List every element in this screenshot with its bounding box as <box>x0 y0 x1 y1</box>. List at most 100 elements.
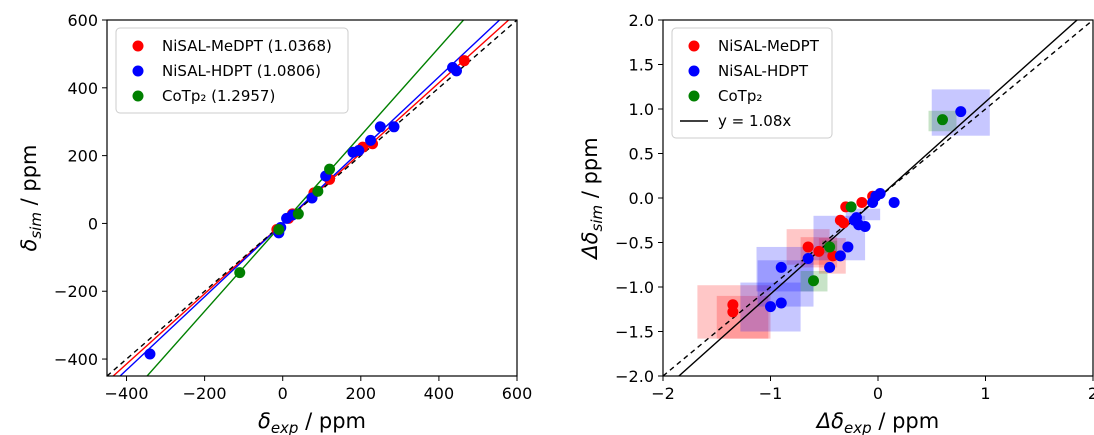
data-point-1-14 <box>888 196 900 208</box>
y-tick-label-7: 1.5 <box>629 56 654 75</box>
x-tick-label-2: 0 <box>278 384 288 403</box>
legend-label-1: NiSAL-HDPT <box>718 62 809 80</box>
x-axis-label-unit: / ppm <box>298 409 366 433</box>
legend-label-0: NiSAL-MeDPT <box>718 37 820 55</box>
data-point-0-4 <box>827 250 839 262</box>
data-point-1-4 <box>824 261 836 273</box>
data-point-1-0 <box>765 301 776 313</box>
legend-marker-0 <box>132 40 144 52</box>
x-axis-label: δexp / ppm <box>258 409 366 435</box>
data-point-2-0 <box>808 275 819 287</box>
x-tick-label-1: −1 <box>759 384 783 403</box>
y-axis-label: δsim / ppm <box>17 144 45 251</box>
y-tick-label-0: −2.0 <box>615 367 654 386</box>
x-tick-label-4: 400 <box>424 384 455 403</box>
data-point-2-1 <box>824 241 836 253</box>
legend: NiSAL-MeDPT (1.0368) NiSAL-HDPT (1.0806) C… <box>115 27 349 114</box>
x-axis-label-unit: / ppm <box>872 409 940 433</box>
y-tick-label-8: 2.0 <box>629 11 654 30</box>
legend-marker-2 <box>688 90 700 102</box>
data-point-1-6 <box>842 241 854 253</box>
y-tick-label-5: 600 <box>67 11 98 30</box>
x-axis-label-symbol: δ <box>258 409 271 433</box>
legend: NiSAL-MeDPT NiSAL-HDPT CoTp₂ y = 1.08x <box>671 27 833 139</box>
data-point-2-2 <box>845 201 857 213</box>
data-point-1-10 <box>374 121 386 133</box>
x-axis-label-symbol: Δδ <box>815 409 844 433</box>
legend-label-0: NiSAL-MeDPT (1.0368) <box>162 37 332 55</box>
data-point-2-3 <box>312 185 324 197</box>
y-tick-label-1: −1.5 <box>615 323 654 342</box>
x-tick-label-2: 0 <box>873 384 883 403</box>
x-tick-label-5: 600 <box>502 384 533 403</box>
data-point-1-3 <box>802 253 814 265</box>
y-axis-label-unit: / ppm <box>578 137 602 205</box>
x-tick-label-3: 200 <box>346 384 377 403</box>
data-point-0-6 <box>838 217 850 229</box>
x-axis-label-subscript: exp <box>844 419 872 435</box>
y-tick-label-3: 200 <box>67 147 98 166</box>
y-tick-label-1: −200 <box>54 282 98 301</box>
y-tick-label-2: −1.0 <box>615 278 654 297</box>
y-axis-label: Δδsim / ppm <box>578 137 606 260</box>
legend-label-3: y = 1.08x <box>718 112 791 130</box>
data-point-1-10 <box>859 220 871 232</box>
point-layer <box>727 106 967 318</box>
data-point-2-1 <box>273 224 285 236</box>
data-point-1-1 <box>775 297 787 309</box>
plot-frame <box>106 19 518 377</box>
data-point-0-3 <box>813 245 825 257</box>
point-layer <box>144 55 470 360</box>
data-point-2-0 <box>234 267 246 279</box>
y-axis-label-symbol: Δδ <box>578 231 602 260</box>
data-point-0-8 <box>856 196 868 208</box>
x-tick-label-1: −200 <box>183 384 227 403</box>
legend-box <box>671 27 833 139</box>
right-chart: −2 −1 0 1 2 −2.0 −1.5 −1.0 −0.5 0.0 0.5 1.0 1.5 2.0 Δδ… <box>578 11 1094 435</box>
y-axis-label-subscript: sim <box>588 205 606 232</box>
y-tick-label-5: 0.5 <box>629 145 654 164</box>
x-axis-label: Δδexp / ppm <box>815 409 939 435</box>
y-tick-label-4: 400 <box>67 79 98 98</box>
data-point-2-4 <box>324 163 336 175</box>
data-point-2-3 <box>937 114 948 126</box>
legend-label-2: CoTp₂ <box>718 87 762 105</box>
legend-marker-1 <box>688 65 700 77</box>
error-box-1-4 <box>845 208 881 221</box>
data-point-1-13 <box>874 188 886 200</box>
legend-box <box>115 27 349 114</box>
y-axis-label-unit: / ppm <box>17 144 41 212</box>
y-tick-label-6: 1.0 <box>629 100 654 119</box>
data-point-0-2 <box>802 241 814 253</box>
y-axis-label-symbol: δ <box>17 239 41 252</box>
y-tick-label-2: 0 <box>88 214 98 233</box>
legend-marker-1 <box>132 65 144 77</box>
legend-marker-0 <box>688 40 700 52</box>
data-point-1-15 <box>955 106 967 118</box>
legend-marker-2 <box>132 90 144 102</box>
y-tick-label-0: −400 <box>54 350 98 369</box>
y-tick-label-3: −0.5 <box>615 234 654 253</box>
data-point-2-2 <box>292 208 304 220</box>
data-point-1-0 <box>144 348 156 360</box>
x-tick-label-0: −400 <box>105 384 149 403</box>
x-tick-label-4: 2 <box>1088 384 1094 403</box>
x-axis-label-subscript: exp <box>271 419 299 435</box>
data-point-1-11 <box>388 121 400 133</box>
left-chart: −400 −200 0 200 400 600−400−2000200400600δexp… <box>17 11 533 435</box>
y-axis-label-subscript: sim <box>27 212 45 239</box>
data-point-1-5 <box>834 250 846 262</box>
data-point-1-13 <box>450 65 462 77</box>
legend-label-2: CoTp₂ (1.2957) <box>162 87 275 105</box>
data-point-0-1 <box>727 306 739 318</box>
legend-label-1: NiSAL-HDPT (1.0806) <box>162 62 321 80</box>
data-point-1-8 <box>353 145 365 157</box>
data-point-1-2 <box>775 261 787 273</box>
data-point-1-9 <box>365 134 377 146</box>
y-tick-label-4: 0.0 <box>629 189 654 208</box>
x-tick-label-3: 1 <box>980 384 990 403</box>
x-tick-label-0: −2 <box>651 384 675 403</box>
data-point-0-8 <box>458 55 470 67</box>
